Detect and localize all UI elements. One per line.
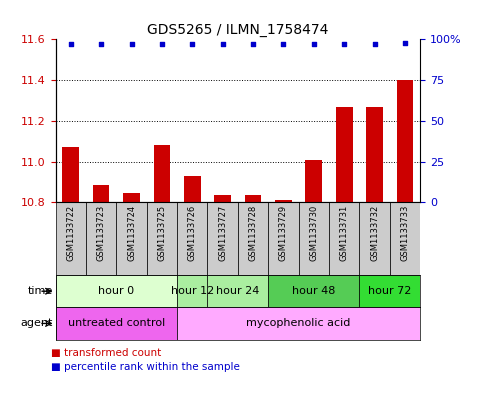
Bar bbox=[336, 107, 353, 202]
Text: hour 72: hour 72 bbox=[368, 286, 412, 296]
Text: GSM1133727: GSM1133727 bbox=[218, 205, 227, 261]
Text: ■ transformed count: ■ transformed count bbox=[51, 348, 161, 358]
Text: GSM1133730: GSM1133730 bbox=[309, 205, 318, 261]
Text: GSM1133728: GSM1133728 bbox=[249, 205, 257, 261]
Point bbox=[158, 41, 166, 47]
Point bbox=[219, 41, 227, 47]
Text: GSM1133733: GSM1133733 bbox=[400, 205, 410, 261]
Bar bbox=[305, 160, 322, 202]
Bar bbox=[123, 193, 140, 202]
Point bbox=[128, 41, 135, 47]
Text: GSM1133731: GSM1133731 bbox=[340, 205, 349, 261]
Text: GSM1133722: GSM1133722 bbox=[66, 205, 75, 261]
Bar bbox=[329, 202, 359, 275]
Text: ■ percentile rank within the sample: ■ percentile rank within the sample bbox=[51, 362, 240, 372]
Bar bbox=[238, 202, 268, 275]
Point bbox=[310, 41, 318, 47]
Bar bbox=[268, 202, 298, 275]
Point bbox=[188, 41, 196, 47]
Bar bbox=[62, 147, 79, 202]
Bar bbox=[56, 307, 177, 340]
Text: hour 48: hour 48 bbox=[292, 286, 336, 296]
Text: GSM1133725: GSM1133725 bbox=[157, 205, 167, 261]
Point bbox=[249, 41, 257, 47]
Bar bbox=[268, 275, 359, 307]
Bar bbox=[208, 202, 238, 275]
Text: agent: agent bbox=[21, 318, 53, 329]
Text: GSM1133724: GSM1133724 bbox=[127, 205, 136, 261]
Text: GSM1133729: GSM1133729 bbox=[279, 205, 288, 261]
Bar bbox=[359, 275, 420, 307]
Bar bbox=[56, 275, 177, 307]
Bar bbox=[298, 202, 329, 275]
Bar bbox=[359, 202, 390, 275]
Bar bbox=[177, 275, 208, 307]
Bar bbox=[366, 107, 383, 202]
Bar bbox=[275, 200, 292, 202]
Point bbox=[280, 41, 287, 47]
Point bbox=[67, 41, 74, 47]
Bar bbox=[86, 202, 116, 275]
Bar bbox=[177, 307, 420, 340]
Text: hour 12: hour 12 bbox=[170, 286, 214, 296]
Text: GSM1133726: GSM1133726 bbox=[188, 205, 197, 261]
Text: hour 24: hour 24 bbox=[216, 286, 259, 296]
Bar bbox=[208, 275, 268, 307]
Bar bbox=[397, 80, 413, 202]
Point bbox=[371, 41, 379, 47]
Bar bbox=[184, 176, 200, 202]
Bar bbox=[154, 145, 170, 202]
Text: hour 0: hour 0 bbox=[98, 286, 134, 296]
Point bbox=[401, 39, 409, 46]
Text: GSM1133723: GSM1133723 bbox=[97, 205, 106, 261]
Text: mycophenolic acid: mycophenolic acid bbox=[246, 318, 351, 329]
Bar bbox=[214, 195, 231, 202]
Bar bbox=[93, 185, 110, 202]
Bar bbox=[116, 202, 147, 275]
Bar bbox=[56, 202, 86, 275]
Point bbox=[341, 41, 348, 47]
Bar bbox=[177, 202, 208, 275]
Bar bbox=[390, 202, 420, 275]
Point bbox=[97, 41, 105, 47]
Text: untreated control: untreated control bbox=[68, 318, 165, 329]
Text: GSM1133732: GSM1133732 bbox=[370, 205, 379, 261]
Text: time: time bbox=[28, 286, 53, 296]
Title: GDS5265 / ILMN_1758474: GDS5265 / ILMN_1758474 bbox=[147, 23, 328, 37]
Bar bbox=[245, 195, 261, 202]
Bar bbox=[147, 202, 177, 275]
